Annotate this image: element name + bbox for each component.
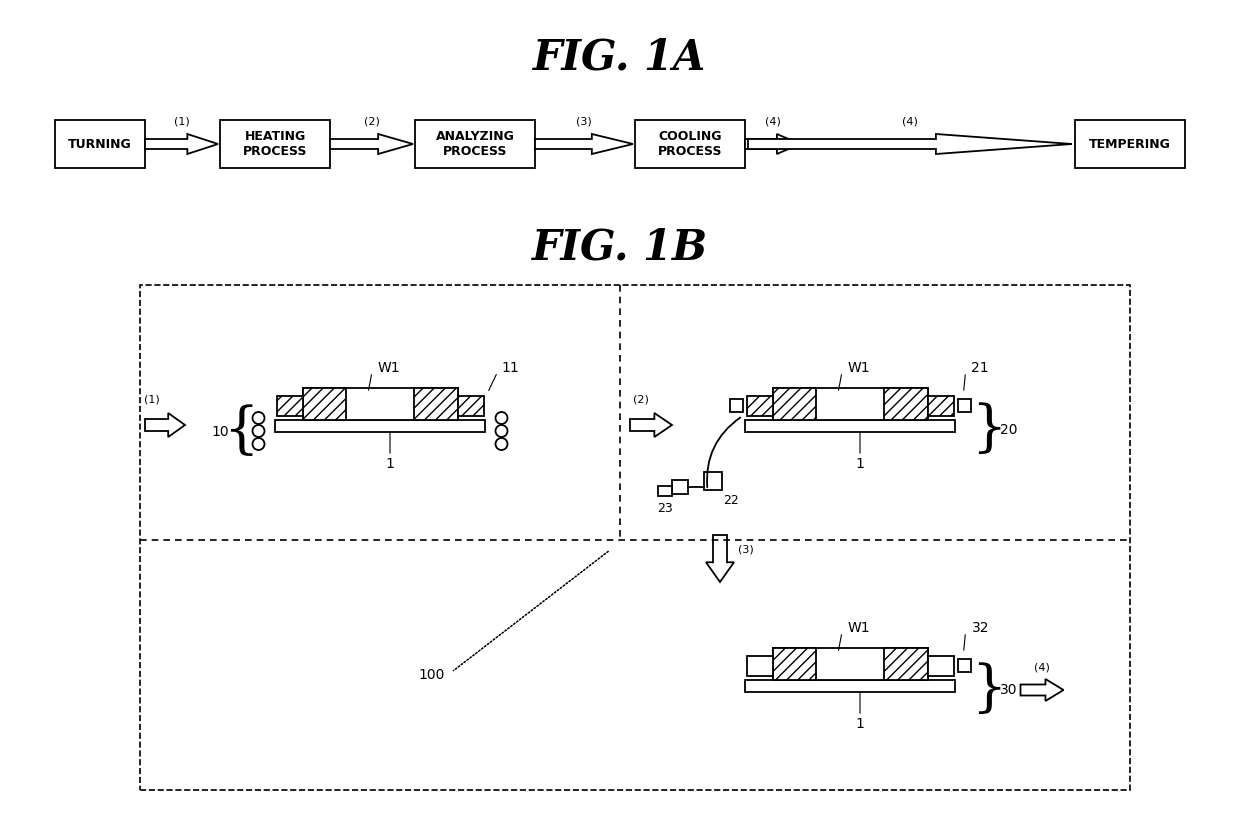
Circle shape [253,412,264,424]
Text: 100: 100 [419,668,445,682]
Text: 22: 22 [723,494,739,506]
Bar [729,399,743,412]
Bar [1075,120,1185,168]
Bar [703,472,722,490]
Bar [277,396,303,416]
Bar [303,388,346,420]
Bar [303,388,346,420]
Text: (1): (1) [144,395,160,405]
Polygon shape [534,134,632,154]
Bar [414,388,458,420]
Bar [884,648,928,680]
Text: FIG. 1B: FIG. 1B [532,227,708,269]
Circle shape [496,412,507,424]
Bar [415,120,534,168]
Polygon shape [330,134,413,154]
Bar [957,399,971,412]
Text: (4): (4) [765,117,781,127]
Text: W1: W1 [848,621,870,635]
Text: 1: 1 [856,457,864,471]
Bar [303,388,458,420]
Text: ANALYZING
PROCESS: ANALYZING PROCESS [435,130,515,158]
Bar [657,486,672,496]
Text: W1: W1 [378,361,401,375]
Text: 1: 1 [856,717,864,731]
Polygon shape [748,134,1073,154]
Text: COOLING
PROCESS: COOLING PROCESS [657,130,722,158]
Polygon shape [145,134,218,154]
Circle shape [253,438,264,450]
Text: 10: 10 [212,425,229,439]
Bar [414,388,458,420]
Bar [884,648,928,680]
Bar [773,648,816,680]
Bar [773,648,816,680]
Polygon shape [145,413,185,437]
Text: FIG. 1A: FIG. 1A [533,37,707,79]
Polygon shape [745,134,800,154]
Bar [884,388,928,420]
Polygon shape [1021,679,1064,701]
Text: 23: 23 [657,501,673,515]
Text: 1: 1 [386,457,394,471]
Bar [773,648,928,680]
Bar [458,396,484,416]
Text: TEMPERING: TEMPERING [1089,137,1171,151]
Bar [745,680,955,692]
Text: 30: 30 [999,683,1017,697]
Bar [140,285,1130,790]
Bar [928,396,954,416]
Bar [773,388,816,420]
Circle shape [496,438,507,450]
Text: 21: 21 [971,361,990,375]
Bar [746,656,773,676]
Bar [672,480,687,494]
Text: TURNING: TURNING [68,137,131,151]
Bar [884,388,928,420]
Text: W1: W1 [848,361,870,375]
Text: (1): (1) [174,117,190,127]
Text: }: } [971,402,1006,458]
Text: (3): (3) [738,545,754,555]
Polygon shape [630,413,672,437]
Text: {: { [223,405,258,459]
Text: }: } [971,663,1006,717]
Bar [745,420,955,432]
Bar [957,659,971,672]
Bar [635,120,745,168]
Circle shape [496,425,507,437]
Bar [746,396,773,416]
Text: (3): (3) [577,117,591,127]
Text: (2): (2) [634,395,649,405]
Text: (4): (4) [901,117,918,127]
Text: (4): (4) [1034,662,1050,672]
Text: HEATING
PROCESS: HEATING PROCESS [243,130,308,158]
Bar [219,120,330,168]
Bar [55,120,145,168]
Text: 11: 11 [501,361,520,375]
Circle shape [253,425,264,437]
Text: (2): (2) [365,117,379,127]
Bar [773,388,928,420]
Bar [928,656,954,676]
Text: 20: 20 [999,423,1017,437]
Bar [275,420,485,432]
Polygon shape [706,535,734,582]
Bar [773,388,816,420]
Text: 32: 32 [971,621,990,635]
